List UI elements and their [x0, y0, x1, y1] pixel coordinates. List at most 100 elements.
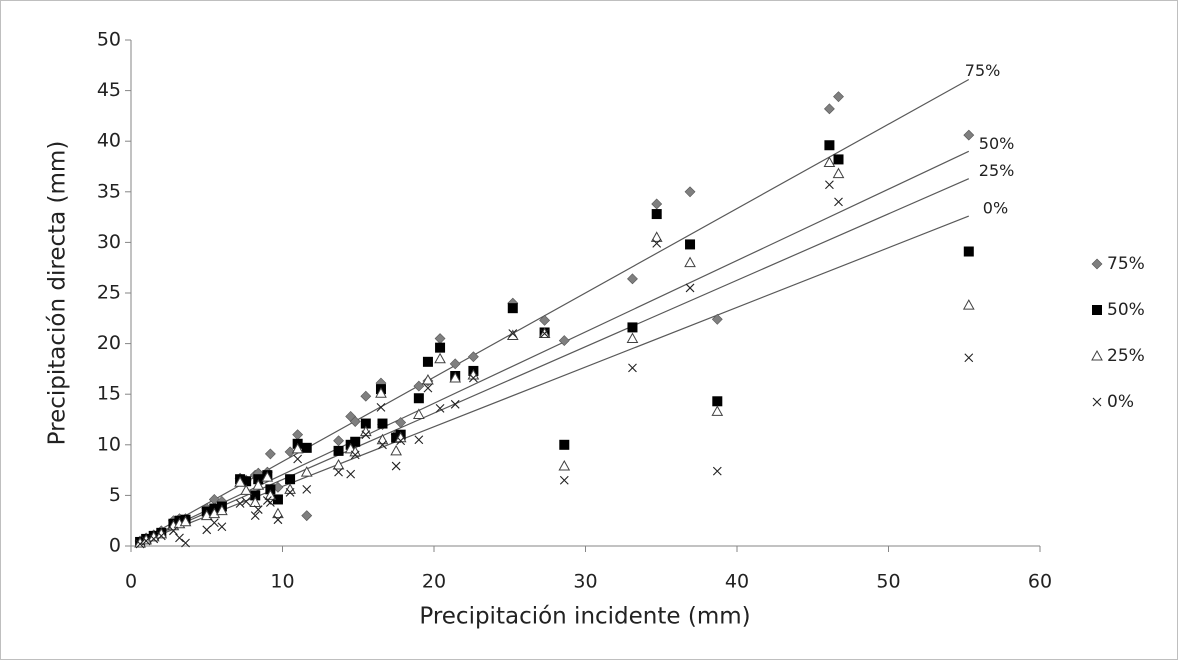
trendline-label: 50% — [979, 134, 1015, 153]
point — [346, 469, 356, 479]
point — [558, 335, 570, 346]
point — [626, 332, 639, 344]
point — [627, 322, 638, 333]
point — [216, 504, 228, 516]
point — [301, 442, 312, 453]
point — [390, 444, 402, 456]
point — [169, 526, 178, 536]
point — [651, 209, 662, 220]
point — [685, 283, 695, 293]
point — [350, 450, 360, 460]
point — [252, 479, 265, 490]
point — [349, 416, 361, 427]
point — [627, 273, 638, 285]
point — [241, 476, 252, 487]
point — [395, 417, 407, 428]
point — [684, 256, 696, 268]
point — [467, 351, 479, 363]
point — [963, 129, 975, 141]
trendline-label: 75% — [965, 61, 1001, 80]
point — [291, 442, 304, 454]
y-tick-label: 0 — [109, 535, 121, 557]
point — [834, 197, 843, 207]
point — [360, 390, 372, 402]
legend-marker — [1092, 305, 1102, 315]
point — [378, 440, 387, 450]
point — [253, 474, 264, 485]
point — [685, 239, 696, 250]
point — [449, 358, 461, 370]
point — [414, 435, 424, 445]
point — [265, 484, 276, 495]
point — [361, 430, 371, 440]
point — [413, 393, 424, 404]
point — [824, 140, 835, 151]
trendline — [138, 150, 970, 544]
point — [241, 497, 251, 506]
point — [508, 329, 518, 338]
point — [156, 531, 166, 541]
point — [302, 484, 312, 494]
point — [964, 353, 974, 363]
point — [265, 498, 275, 507]
x-tick-label: 40 — [725, 571, 749, 593]
point — [285, 487, 295, 497]
point — [833, 91, 844, 103]
point — [540, 329, 549, 338]
y-tick-label: 45 — [97, 79, 121, 101]
y-tick-label: 10 — [97, 433, 121, 455]
point — [179, 515, 192, 527]
point — [349, 445, 362, 457]
point — [264, 448, 276, 460]
point — [539, 314, 551, 326]
legend-label: 75% — [1107, 254, 1145, 274]
x-tick-label: 0 — [125, 571, 137, 593]
point — [235, 499, 245, 508]
point — [825, 180, 834, 190]
point — [272, 494, 283, 505]
point — [506, 329, 519, 341]
point — [558, 460, 571, 471]
point — [652, 239, 662, 248]
point — [559, 475, 569, 485]
point — [234, 476, 246, 487]
point — [332, 459, 345, 470]
point — [264, 489, 277, 500]
point — [469, 373, 478, 383]
legend-label: 0% — [1107, 392, 1134, 412]
point — [507, 303, 518, 314]
point — [333, 445, 344, 456]
legend-label: 25% — [1107, 346, 1145, 366]
x-axis-title: Precipitación incidente (mm) — [419, 604, 750, 630]
point — [284, 483, 296, 494]
y-tick-label: 20 — [97, 332, 121, 354]
point — [334, 467, 343, 477]
point — [651, 198, 663, 210]
point — [559, 439, 570, 450]
point — [450, 399, 460, 409]
point — [684, 186, 696, 198]
point — [209, 518, 219, 528]
y-tick-label: 30 — [97, 231, 121, 253]
point — [423, 383, 433, 393]
point — [435, 403, 445, 413]
point — [350, 436, 361, 447]
x-tick-label: 20 — [422, 571, 446, 593]
point — [360, 418, 371, 429]
point — [140, 533, 152, 545]
point — [333, 435, 344, 447]
point — [250, 511, 260, 521]
point — [141, 536, 151, 546]
point — [394, 431, 407, 443]
point — [832, 167, 845, 179]
point — [650, 231, 663, 242]
point — [435, 342, 446, 353]
point — [175, 533, 184, 543]
point — [711, 313, 723, 325]
point — [202, 525, 212, 535]
point — [823, 103, 835, 115]
point — [711, 405, 724, 416]
point — [300, 466, 313, 477]
point — [833, 154, 844, 165]
point — [396, 436, 406, 446]
